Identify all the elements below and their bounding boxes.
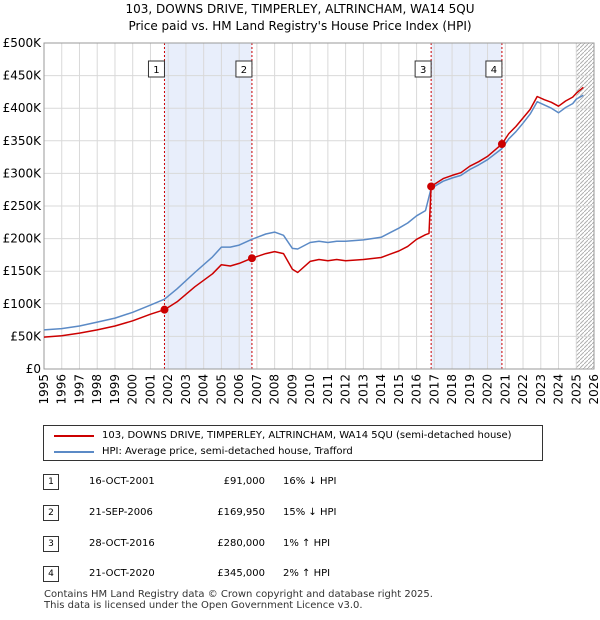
x-tick-label: 2008	[268, 374, 282, 405]
transaction-number: 4	[43, 566, 59, 582]
chart-title: 103, DOWNS DRIVE, TIMPERLEY, ALTRINCHAM,…	[125, 2, 475, 16]
y-tick-label: £50K	[10, 329, 42, 343]
x-tick-label: 2019	[463, 374, 477, 405]
transaction-date: 21-SEP-2006	[89, 507, 153, 518]
transaction-date: 16-OCT-2001	[89, 476, 155, 487]
footer-copyright: Contains HM Land Registry data © Crown c…	[44, 589, 433, 600]
transaction-hpi-diff: 1% ↑ HPI	[283, 538, 331, 549]
sale-marker-box	[147, 60, 165, 78]
transaction-price: £345,000	[217, 568, 265, 579]
x-tick-label: 2023	[534, 374, 548, 405]
transaction-hpi-diff: 16% ↓ HPI	[283, 476, 337, 487]
legend-hpi-label: HPI: Average price, semi-detached house,…	[102, 446, 353, 457]
sale-marker-box	[485, 60, 503, 78]
footer-attribution: Contains HM Land Registry data © Crown c…	[44, 589, 433, 611]
sale-point	[497, 140, 506, 149]
y-tick-label: £450K	[3, 69, 43, 83]
x-tick-label: 2004	[197, 374, 211, 405]
x-tick-label: 2026	[587, 374, 600, 405]
sale-marker-label: 3	[420, 65, 426, 76]
chart-legend: 103, DOWNS DRIVE, TIMPERLEY, ALTRINCHAM,…	[43, 425, 543, 461]
x-tick-label: 2006	[232, 374, 246, 405]
sale-point	[427, 182, 436, 191]
y-tick-label: £300K	[3, 166, 43, 180]
transaction-price: £280,000	[217, 538, 265, 549]
price-chart: £0 £50K £100K £150K £200K £250K £300K £350K £400…	[3, 36, 600, 405]
y-tick-label: £150K	[3, 264, 43, 278]
sale-point	[160, 305, 169, 314]
x-tick-label: 2016	[410, 374, 424, 405]
x-tick-label: 2009	[285, 374, 299, 405]
plot-frame	[43, 42, 595, 370]
x-tick-label: 2002	[161, 374, 175, 405]
sale-marker-box	[414, 60, 432, 78]
y-tick-label: £0	[26, 362, 41, 376]
x-tick-label: 2018	[445, 374, 459, 405]
transaction-date: 28-OCT-2016	[89, 538, 155, 549]
property-price-line	[43, 86, 584, 338]
transaction-price: £91,000	[223, 476, 265, 487]
hpi-line	[43, 94, 584, 331]
transaction-hpi-diff: 2% ↑ HPI	[283, 568, 331, 579]
x-tick-label: 1999	[108, 374, 122, 405]
x-tick-label: 2001	[143, 374, 157, 405]
x-tick-label: 2007	[250, 374, 264, 405]
sale-marker-label: 2	[241, 65, 247, 76]
x-tick-label: 2017	[427, 374, 441, 405]
transaction-price: £169,950	[217, 507, 265, 518]
y-tick-label: £400K	[3, 101, 43, 115]
sale-marker-label: 4	[491, 65, 497, 76]
transaction-number: 1	[43, 474, 59, 490]
x-tick-label: 2011	[321, 374, 335, 405]
x-tick-label: 2003	[179, 374, 193, 405]
x-tick-label: 2021	[498, 374, 512, 405]
x-tick-label: 2015	[392, 374, 406, 405]
x-tick-label: 2010	[303, 374, 317, 405]
x-tick-label: 2005	[214, 374, 228, 405]
chart-subtitle: Price paid vs. HM Land Registry's House …	[128, 19, 472, 33]
y-tick-label: £250K	[3, 199, 43, 213]
x-tick-label: 2014	[374, 374, 388, 405]
y-tick-label: £500K	[3, 36, 43, 50]
transaction-date: 21-OCT-2020	[89, 568, 155, 579]
x-tick-label: 1998	[90, 374, 104, 405]
x-tick-label: 2025	[569, 374, 583, 405]
x-tick-label: 1996	[55, 374, 69, 405]
x-tick-label: 2022	[516, 374, 530, 405]
legend-property-label: 103, DOWNS DRIVE, TIMPERLEY, ALTRINCHAM,…	[102, 430, 512, 441]
x-tick-label: 1995	[37, 374, 51, 405]
y-tick-label: £350K	[3, 134, 43, 148]
x-tick-label: 1997	[72, 374, 86, 405]
x-tick-label: 2020	[481, 374, 495, 405]
x-tick-label: 2000	[126, 374, 140, 405]
sale-marker-label: 1	[153, 65, 159, 76]
y-tick-label: £100K	[3, 297, 43, 311]
x-tick-label: 2024	[552, 374, 566, 405]
sale-point	[247, 254, 256, 263]
transaction-number: 2	[43, 505, 59, 521]
transaction-number: 3	[43, 536, 59, 552]
footer-license: This data is licensed under the Open Gov…	[44, 600, 363, 611]
y-tick-label: £200K	[3, 232, 43, 246]
legend-property-line	[54, 435, 94, 437]
sale-marker-box	[235, 60, 253, 78]
transaction-hpi-diff: 15% ↓ HPI	[283, 507, 337, 518]
x-tick-label: 2013	[356, 374, 370, 405]
x-tick-label: 2012	[339, 374, 353, 405]
legend-hpi-line	[54, 451, 94, 453]
